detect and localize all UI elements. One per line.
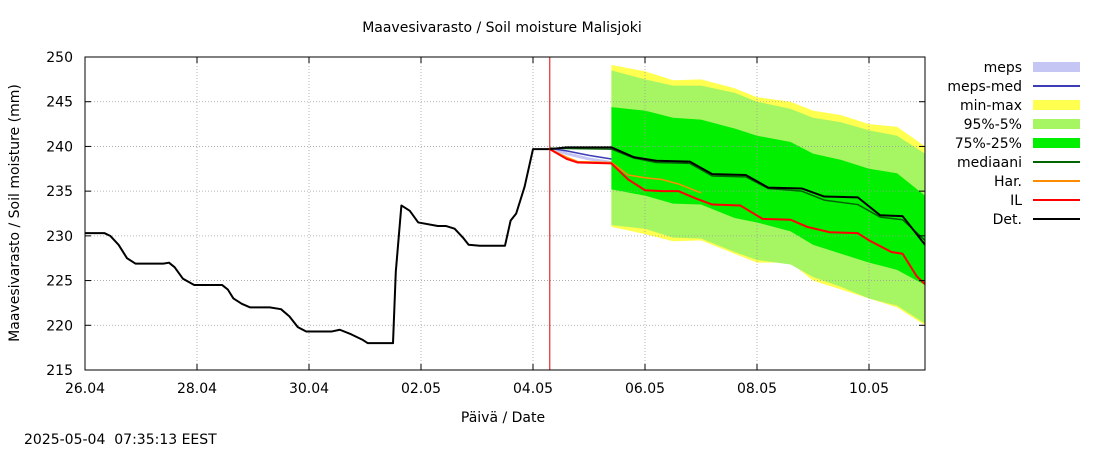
legend-label-har: Har. — [994, 174, 1022, 190]
y-tick-label: 235 — [46, 184, 73, 200]
y-tick-label: 215 — [46, 363, 73, 379]
x-tick-label: 10.05 — [849, 381, 889, 397]
timestamp: 2025-05-04 07:35:13 EEST — [24, 432, 217, 448]
x-tick-label: 26.04 — [65, 381, 105, 397]
x-tick-label: 06.05 — [625, 381, 665, 397]
y-tick-label: 245 — [46, 95, 73, 111]
y-tick-label: 240 — [46, 139, 73, 155]
legend-label-mediaani: mediaani — [957, 155, 1022, 171]
x-axis-ticks: 26.04 28.04 30.04 02.05 04.05 06.05 08.05 10.05 — [65, 57, 889, 397]
y-tick-label: 220 — [46, 318, 73, 334]
x-tick-label: 02.05 — [401, 381, 441, 397]
y-tick-label: 230 — [46, 229, 73, 245]
y-axis-ticks: 215 220 225 230 235 240 245 250 — [46, 50, 925, 379]
series-meps — [549, 146, 612, 165]
legend-label-il: IL — [1010, 193, 1022, 209]
series-lines — [85, 146, 926, 345]
y-axis-label: Maavesivarasto / Soil moisture (mm) — [7, 84, 23, 342]
legend-label-meps-med: meps-med — [947, 79, 1022, 95]
series-il — [549, 148, 926, 285]
legend-swatch-75-25 — [1033, 138, 1080, 148]
y-tick-label: 225 — [46, 274, 73, 290]
x-tick-label: 08.05 — [737, 381, 777, 397]
x-tick-label: 28.04 — [177, 381, 217, 397]
chart-title: Maavesivarasto / Soil moisture Malisjoki — [362, 20, 642, 36]
legend-label-95-5: 95%-5% — [964, 117, 1022, 133]
legend: meps meps-med min-max 95%-5% 75%-25% mediaani… — [947, 60, 1080, 228]
legend-label-meps: meps — [984, 60, 1022, 76]
legend-swatch-meps — [1033, 62, 1080, 72]
series-har — [549, 148, 702, 194]
band-75-25 — [611, 107, 925, 286]
series-meps-med — [549, 147, 612, 160]
legend-label-75-25: 75%-25% — [955, 136, 1022, 152]
x-axis-label: Päivä / Date — [461, 410, 545, 426]
ensemble-bands — [611, 65, 925, 326]
y-tick-label: 250 — [46, 50, 73, 66]
x-tick-label: 30.04 — [289, 381, 329, 397]
legend-label-min-max: min-max — [960, 98, 1022, 114]
plot-frame — [84, 56, 926, 371]
legend-label-det: Det. — [993, 212, 1022, 228]
series-det — [85, 146, 926, 345]
legend-swatch-95-5 — [1033, 119, 1080, 129]
series-mediaani — [549, 147, 926, 241]
x-tick-label: 04.05 — [513, 381, 553, 397]
legend-swatch-min-max — [1033, 100, 1080, 110]
